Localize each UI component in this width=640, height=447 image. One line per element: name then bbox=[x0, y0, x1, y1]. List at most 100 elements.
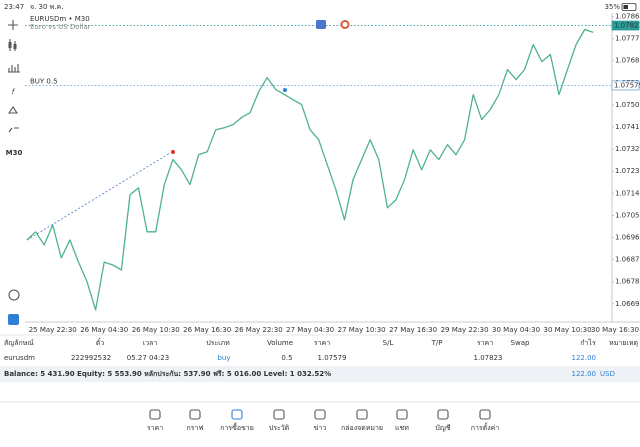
tab-icon bbox=[149, 409, 161, 420]
icon bbox=[8, 314, 19, 325]
x-tick-label: 26 May 10:30 bbox=[132, 326, 180, 334]
tab-label: กราฟ bbox=[187, 424, 204, 432]
zoom-tool[interactable] bbox=[8, 289, 20, 301]
tab-label: ข่าว bbox=[314, 424, 327, 432]
tab[interactable]: แชท bbox=[395, 409, 409, 432]
tab[interactable]: ประวัติ bbox=[269, 409, 290, 432]
account-summary: Balance: 5 431.90 Equity: 5 553.90 หลักป… bbox=[4, 370, 331, 378]
x-tick-label: 26 May 22:30 bbox=[235, 326, 283, 334]
currency: USD bbox=[600, 370, 615, 378]
column-header: Swap bbox=[511, 339, 530, 347]
y-tick-label: 1.07680 bbox=[615, 57, 640, 65]
tab-icon bbox=[273, 409, 285, 420]
y-tick-label: 1.07500 bbox=[615, 101, 640, 109]
chart: 1.078601.077701.076801.075901.075001.074… bbox=[25, 12, 640, 334]
y-tick-label: 1.07860 bbox=[615, 12, 640, 20]
tab-label: แชท bbox=[395, 424, 409, 432]
icon bbox=[8, 42, 12, 48]
y-tick-label: 1.07410 bbox=[615, 123, 640, 131]
column-header: สัญลักษณ์ bbox=[4, 339, 34, 347]
tab[interactable]: การซื้อขาย bbox=[220, 409, 254, 432]
positions-header: สัญลักษณ์ ตั๋ว เวลา ประเภท Volume ราคา S/L T/P ร… bbox=[4, 338, 638, 347]
tab-icon bbox=[314, 409, 326, 420]
column-header: Volume bbox=[267, 339, 293, 347]
summary-bar bbox=[0, 366, 640, 382]
x-tick-label: 25 May 22:30 bbox=[29, 326, 77, 334]
y-tick-label: 1.07230 bbox=[615, 167, 640, 175]
tab[interactable]: ข่าว bbox=[314, 409, 327, 432]
signal-icon-inner bbox=[342, 22, 348, 27]
column-header: ประเภท bbox=[206, 339, 230, 347]
tab-icon bbox=[437, 409, 449, 420]
chart-title: EURUSDm • M30 bbox=[30, 15, 90, 23]
y-tick-label: 1.06780 bbox=[615, 278, 640, 286]
price-line bbox=[26, 28, 594, 311]
tab[interactable]: การตั้งค่า bbox=[471, 409, 500, 432]
indicators-tool[interactable] bbox=[8, 64, 20, 73]
icon bbox=[8, 64, 20, 73]
cell-type: buy bbox=[217, 354, 230, 362]
one-click-trading-icon[interactable] bbox=[316, 20, 326, 29]
column-header: T/P bbox=[431, 339, 443, 347]
cell-volume: 0.5 bbox=[281, 354, 292, 362]
tab[interactable]: กล่องจดหมาย bbox=[341, 409, 383, 432]
mql-tool[interactable] bbox=[8, 314, 19, 325]
column-header: ราคา bbox=[477, 339, 493, 347]
x-tick-label: 27 May 10:30 bbox=[338, 326, 386, 334]
chart-subtitle: Euro vs US Dollar bbox=[30, 23, 91, 31]
x-tick-label: 26 May 16:30 bbox=[183, 326, 231, 334]
price-tag bbox=[611, 80, 640, 91]
price-tag-label: 1.07823 bbox=[614, 22, 640, 30]
cell-time: 05.27 04:23 bbox=[127, 354, 169, 362]
x-tick-label: 30 May 16:30 bbox=[591, 326, 639, 334]
y-tick-label: 1.06690 bbox=[615, 300, 640, 308]
chart-type-tool[interactable] bbox=[8, 39, 17, 51]
column-header: เวลา bbox=[143, 339, 158, 347]
y-tick-label: 1.07050 bbox=[615, 211, 640, 219]
x-tick-label: 27 May 04:30 bbox=[286, 326, 334, 334]
status-date: จ. 30 พ.ค. bbox=[30, 3, 63, 11]
tab-bar: ราคา กราฟ การซื้อขาย ประวัติ ข่าว กล่องจดหมาย… bbox=[147, 409, 500, 432]
cell-open-price: 1.07579 bbox=[318, 354, 347, 362]
cell-profit: 122.00 bbox=[572, 354, 597, 362]
tab-label: บัญชี bbox=[435, 424, 450, 432]
timeframe[interactable]: M30 bbox=[6, 149, 23, 157]
column-header: ราคา bbox=[314, 339, 330, 347]
y-tick-label: 1.07320 bbox=[615, 145, 640, 153]
icon bbox=[8, 289, 20, 301]
y-tick-label: 1.07770 bbox=[615, 35, 640, 43]
level-label: BUY 0.5 bbox=[30, 77, 58, 85]
trade-marker bbox=[283, 88, 287, 92]
y-tick-label: 1.06960 bbox=[615, 233, 640, 241]
objects-tool[interactable]: f bbox=[12, 88, 16, 96]
total-profit: 122.00 bbox=[572, 370, 597, 378]
status-time: 23:47 bbox=[4, 3, 24, 11]
tab-label: กล่องจดหมาย bbox=[341, 424, 383, 432]
tab-label: การซื้อขาย bbox=[220, 421, 254, 432]
tab[interactable]: กราฟ bbox=[187, 409, 204, 432]
position-row[interactable]: eurusdm 222992532 05.27 04:23 buy 0.5 1.… bbox=[4, 354, 596, 362]
tab[interactable]: บัญชี bbox=[435, 409, 451, 432]
drawings-tool[interactable] bbox=[7, 106, 19, 133]
tab-label: ประวัติ bbox=[269, 424, 290, 432]
tab-icon bbox=[189, 409, 201, 420]
trade-marker bbox=[171, 150, 175, 154]
cell-ticket: 222992532 bbox=[71, 354, 111, 362]
y-tick-label: 1.06870 bbox=[615, 256, 640, 264]
crosshair-tool[interactable] bbox=[8, 20, 18, 30]
cell-price: 1.07823 bbox=[474, 354, 503, 362]
column-header: S/L bbox=[383, 339, 394, 347]
trendline bbox=[26, 152, 171, 241]
tab-label: ราคา bbox=[147, 424, 163, 432]
icon bbox=[13, 44, 17, 49]
column-header: ตั๋ว bbox=[96, 338, 105, 347]
x-tick-label: 27 May 16:30 bbox=[389, 326, 437, 334]
tab[interactable]: ราคา bbox=[147, 409, 163, 432]
column-header: หมายเหตุ bbox=[609, 339, 638, 347]
icon bbox=[8, 20, 18, 30]
tab-label: การตั้งค่า bbox=[471, 421, 500, 432]
icon: f bbox=[12, 88, 16, 96]
battery-fill bbox=[623, 5, 628, 9]
tab-icon bbox=[231, 409, 243, 420]
